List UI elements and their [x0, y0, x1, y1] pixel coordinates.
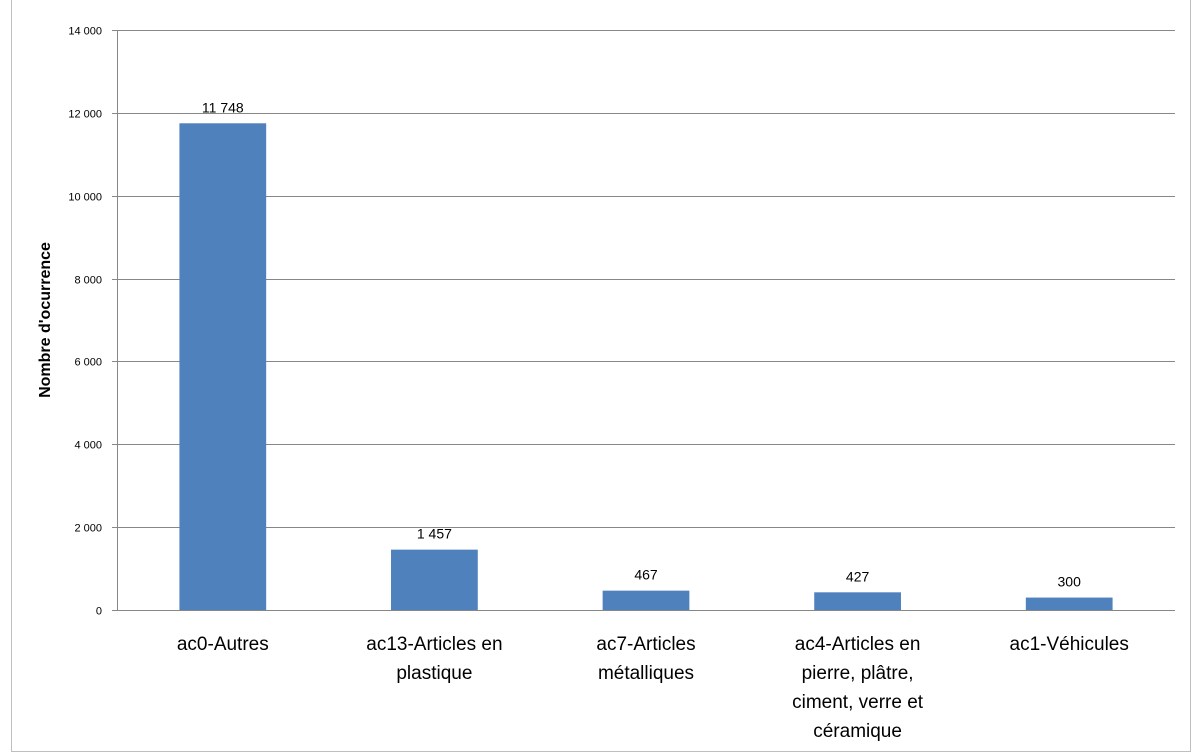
- x-category-label-line: pierre, plâtre,: [802, 663, 914, 684]
- y-tick-label: 14 000: [68, 26, 102, 38]
- x-category-label-line: plastique: [396, 663, 472, 684]
- bar: [391, 549, 478, 610]
- y-tick-label: 4 000: [74, 440, 102, 452]
- x-category-label: ac1-Véhicules: [1010, 634, 1129, 655]
- data-label: 300: [1058, 574, 1082, 590]
- x-category-label-line: ac7-Articles: [596, 634, 695, 655]
- y-tick-label: 10 000: [68, 192, 102, 204]
- y-tick-label: 8 000: [74, 275, 102, 287]
- y-tick-label: 0: [96, 606, 102, 618]
- x-category-label-line: métalliques: [598, 663, 694, 684]
- labels: 0 2 000 4 000 6 000 8 000 10 000 12 000 14 000 1…: [68, 26, 1129, 743]
- data-label: 427: [846, 568, 870, 584]
- bars: [179, 123, 1113, 610]
- y-tick-label: 12 000: [68, 109, 102, 121]
- gridlines: [117, 30, 1175, 528]
- x-category-label-line: ac4-Articles en: [795, 634, 921, 655]
- y-axis-title: Nombre d'ocurrence: [37, 242, 54, 398]
- bar: [179, 123, 267, 610]
- x-category-label: ac4-Articles en pierre, plâtre, ciment, ve…: [792, 634, 924, 742]
- x-category-label: ac7-Articles métalliques: [596, 634, 695, 684]
- x-category-label: ac0-Autres: [177, 634, 269, 655]
- x-category-label-line: ciment, verre et: [792, 692, 924, 713]
- x-category-label-line: ac0-Autres: [177, 634, 269, 655]
- bar: [814, 592, 901, 610]
- chart-frame: [11, 0, 1191, 752]
- bar: [1025, 597, 1113, 610]
- y-tick-label: 6 000: [74, 357, 102, 369]
- data-label: 11 748: [202, 99, 244, 115]
- x-category-label-line: ac13-Articles en: [366, 634, 502, 655]
- x-category-label-line: céramique: [813, 721, 902, 742]
- x-category-label-line: ac1-Véhicules: [1010, 634, 1129, 655]
- y-tick-label: 2 000: [74, 523, 102, 535]
- bar: [602, 590, 690, 610]
- axes: [112, 30, 1175, 611]
- data-label: 467: [634, 567, 658, 583]
- data-label: 1 457: [417, 526, 452, 542]
- x-category-label: ac13-Articles en plastique: [366, 634, 502, 684]
